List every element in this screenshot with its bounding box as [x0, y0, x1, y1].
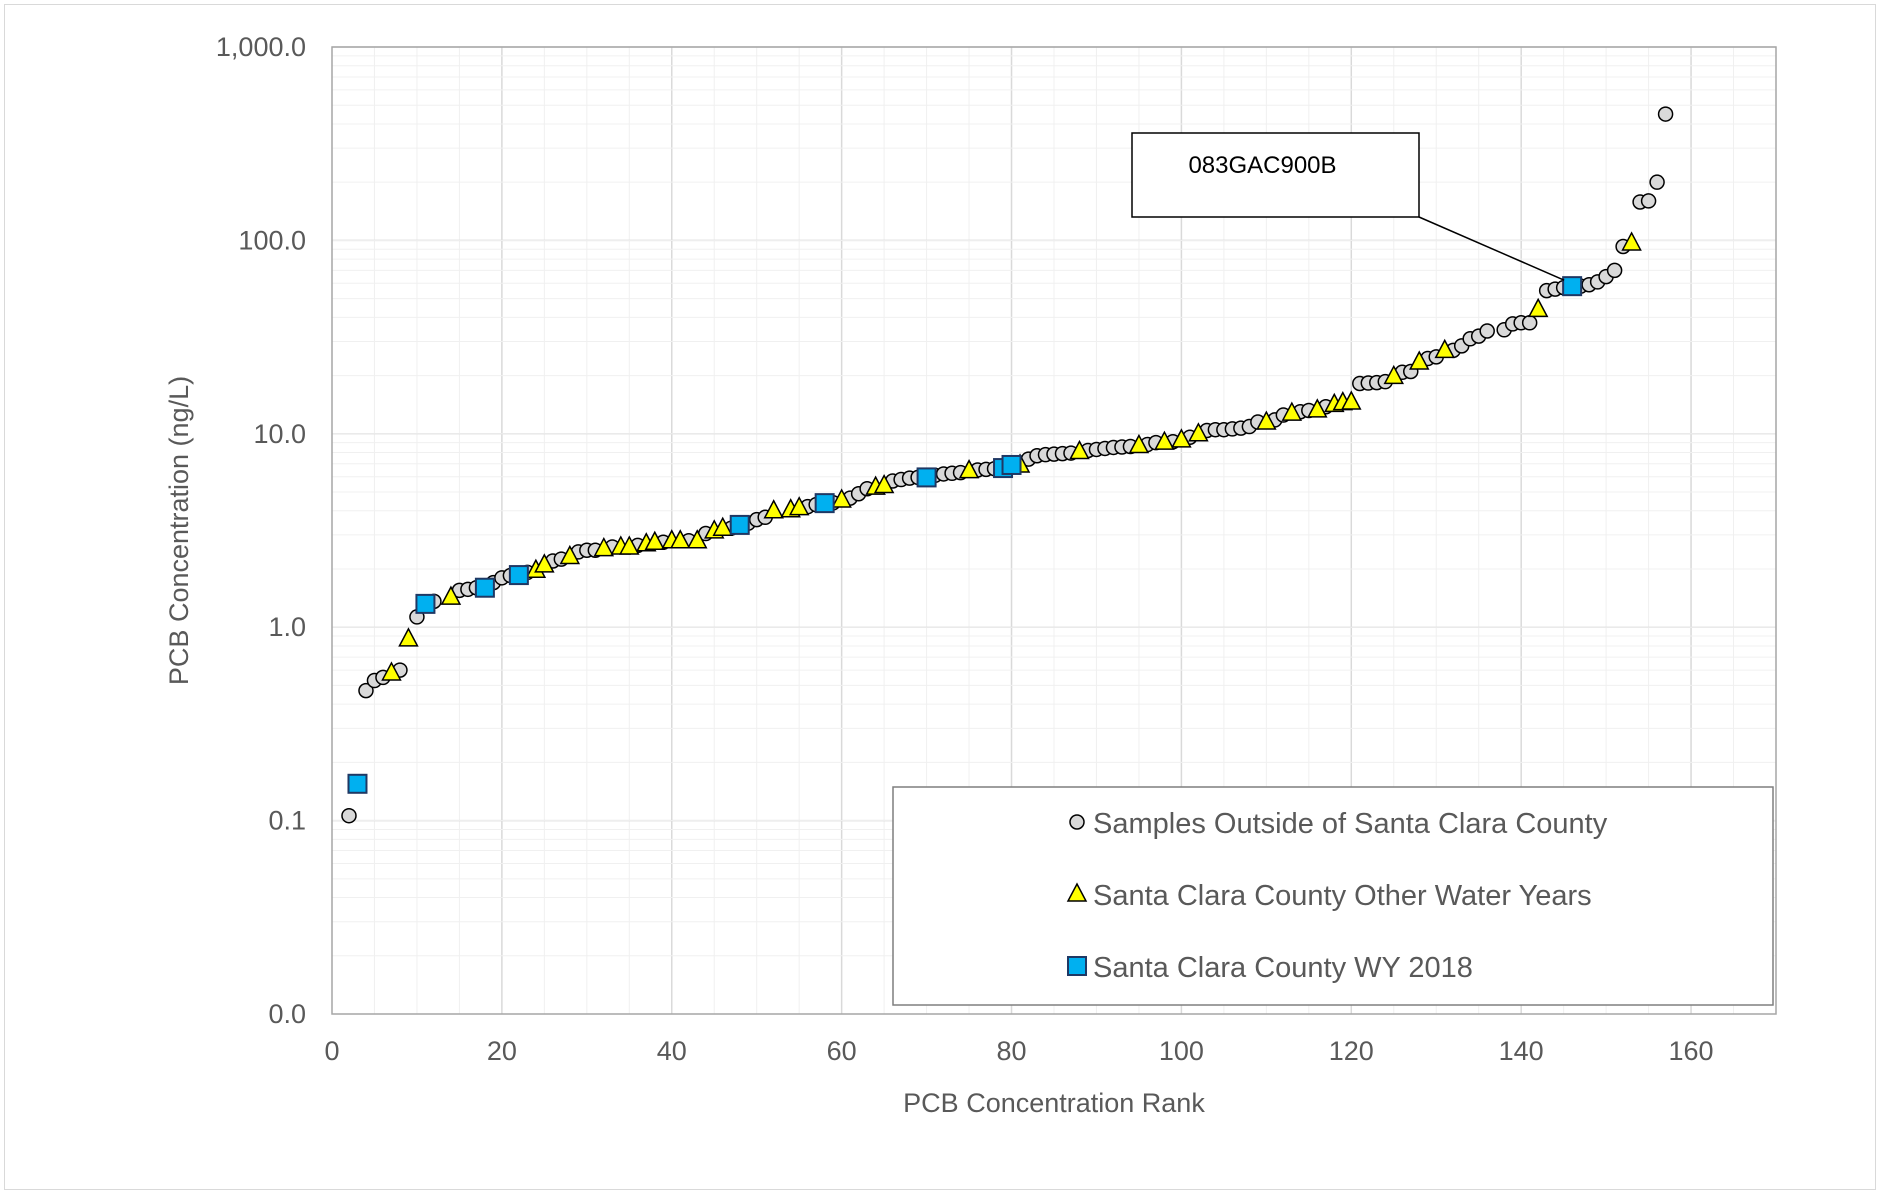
- triangle-point: [1307, 398, 1328, 418]
- y-axis-title: PCB Concentration (ng/L): [164, 376, 194, 685]
- x-tick-label: 160: [1669, 1036, 1714, 1066]
- y-tick-label: 1.0: [268, 612, 306, 642]
- x-axis: 0 20 40 60 80 100 120 140 160: [324, 1036, 1713, 1066]
- triangle-point: [763, 499, 784, 519]
- triangle-point: [1341, 390, 1362, 410]
- square-point: [415, 593, 436, 614]
- triangle-point: [831, 488, 852, 508]
- y-tick-label: 1,000.0: [216, 32, 306, 62]
- circle-point: [1649, 174, 1665, 190]
- triangle-point: [1128, 433, 1150, 454]
- y-tick-label: 0.0: [268, 999, 306, 1029]
- triangle-point: [1256, 410, 1277, 430]
- triangle-point: [559, 544, 581, 565]
- triangle-point: [670, 529, 691, 549]
- callout-box: [1131, 132, 1420, 218]
- square-point: [814, 493, 835, 514]
- square-point: [474, 577, 495, 598]
- square-point: [916, 467, 937, 488]
- square-point: [1562, 276, 1583, 297]
- circle-point: [1521, 315, 1538, 331]
- triangle-point: [788, 496, 810, 516]
- callout-label: 083GAC900B: [1188, 152, 1336, 179]
- y-tick-label: 0.1: [268, 806, 306, 836]
- circle-point: [341, 807, 357, 824]
- legend-circle-marker: [1069, 814, 1085, 830]
- series-triangle: [381, 231, 1642, 681]
- circle-point: [1640, 193, 1657, 209]
- legend-label: Santa Clara County Other Water Years: [1093, 880, 1592, 912]
- x-tick-label: 20: [487, 1036, 517, 1066]
- x-tick-label: 40: [657, 1036, 687, 1066]
- triangle-point: [1434, 338, 1455, 359]
- triangle-point: [381, 661, 402, 681]
- legend-label: Santa Clara County WY 2018: [1093, 952, 1473, 984]
- triangle-point: [1154, 430, 1175, 450]
- square-point: [347, 773, 368, 794]
- legend-label: Samples Outside of Santa Clara County: [1093, 808, 1608, 840]
- triangle-point: [1383, 364, 1405, 385]
- triangle-point: [1188, 422, 1209, 442]
- x-tick-label: 60: [827, 1036, 857, 1066]
- legend-box: [892, 786, 1774, 1006]
- circle-point: [1479, 323, 1495, 339]
- triangle-point: [687, 529, 708, 549]
- circle-point: [1657, 106, 1674, 122]
- square-point: [729, 514, 750, 535]
- circle-point: [1606, 262, 1623, 279]
- triangle-point: [1527, 297, 1549, 318]
- y-axis: 0.0 0.1 1.0 10.0 100.0 1,000.0: [216, 32, 306, 1029]
- x-axis-title: PCB Concentration Rank: [903, 1088, 1205, 1118]
- triangle-point: [712, 516, 733, 536]
- y-tick-label: 10.0: [253, 419, 306, 449]
- x-tick-label: 0: [324, 1036, 339, 1066]
- triangle-point: [1621, 231, 1642, 251]
- legend-square-marker: [1067, 956, 1087, 976]
- callout-annotation: 083GAC900B: [1131, 132, 1565, 281]
- triangle-point: [440, 585, 462, 605]
- triangle-point: [1171, 428, 1192, 448]
- triangle-point: [958, 459, 980, 479]
- triangle-point: [1069, 439, 1090, 460]
- plot-border: [331, 46, 1777, 1015]
- triangle-point: [1281, 401, 1303, 421]
- square-point: [508, 565, 529, 586]
- x-tick-label: 140: [1499, 1036, 1544, 1066]
- legend-items: Samples Outside of Santa Clara County San…: [1066, 808, 1608, 984]
- chart-frame: [4, 4, 1876, 1190]
- triangle-point: [1409, 350, 1430, 370]
- circle-point: [358, 682, 374, 699]
- legend-triangle-marker: [1066, 882, 1088, 902]
- triangle-point: [644, 530, 666, 550]
- triangle-point: [534, 553, 555, 573]
- data-series: [341, 106, 1674, 824]
- triangle-point: [873, 473, 895, 494]
- triangle-point: [593, 536, 615, 557]
- callout-leader-line: [1418, 216, 1565, 281]
- triangle-point: [398, 627, 419, 647]
- x-tick-label: 120: [1329, 1036, 1374, 1066]
- x-tick-label: 100: [1159, 1036, 1204, 1066]
- y-tick-label: 100.0: [238, 225, 306, 255]
- x-tick-label: 80: [997, 1036, 1027, 1066]
- triangle-point: [619, 535, 640, 555]
- series-square: [347, 276, 1583, 794]
- legend: Samples Outside of Santa Clara County San…: [892, 786, 1774, 1006]
- square-point: [1001, 454, 1022, 475]
